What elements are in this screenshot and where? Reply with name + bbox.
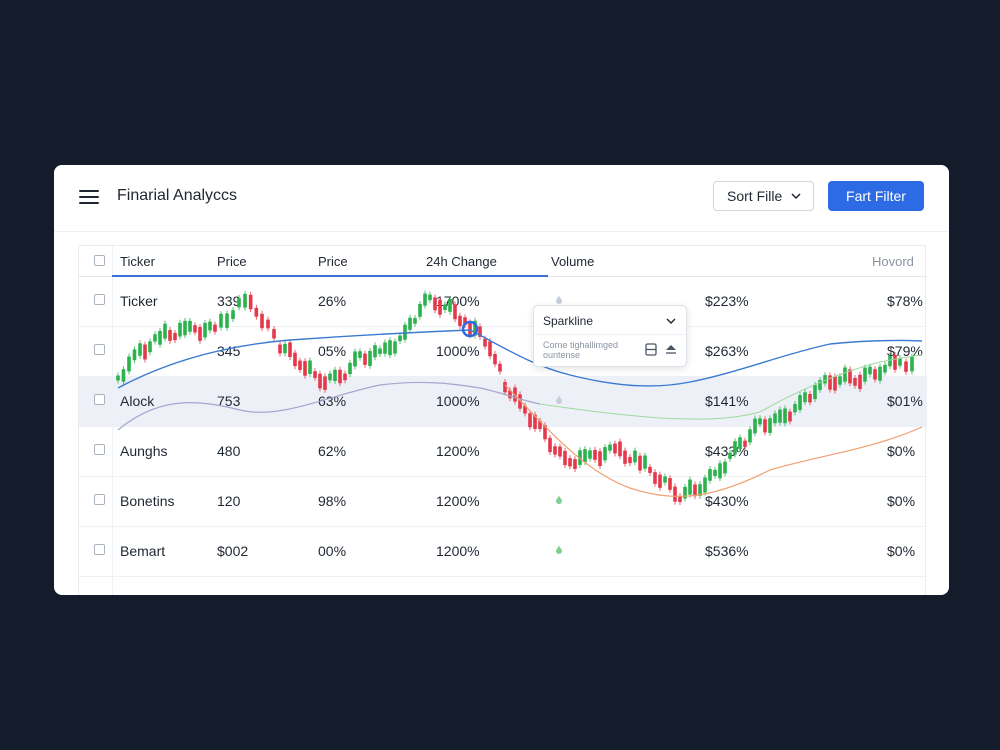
table-header-row: Ticker Price Price 24h Change Volume Hov… — [79, 246, 927, 277]
table-row[interactable]: Bemart $002 00% 1200% $536% $0% — [79, 526, 927, 577]
app-title: Finarial Analyccs — [117, 187, 238, 204]
column-header-24h-change[interactable]: 24h Change — [426, 254, 497, 269]
cell-price: 345 — [217, 343, 241, 359]
cell-price-pct: 00% — [318, 543, 347, 559]
cell-price: 339 — [217, 293, 241, 309]
droplet-icon — [556, 545, 562, 554]
row-checkbox[interactable] — [94, 544, 105, 555]
chevron-down-icon — [791, 193, 801, 200]
cell-ticker: Aunghs — [120, 443, 168, 459]
table-row-highlighted[interactable]: Alock 753 63% 1000% $141% $01% — [79, 376, 927, 427]
table-row[interactable]: 345 05% 1000% $263% $79% — [79, 326, 927, 377]
cell-ticker: Alock — [120, 393, 155, 409]
cell-volume: $223% — [705, 293, 749, 309]
droplet-icon — [556, 295, 562, 304]
cell-ticker: Ticker — [120, 293, 158, 309]
cell-price: 480 — [217, 443, 241, 459]
cell-price-pct: 63% — [318, 393, 347, 409]
cell-24h-change: 1200% — [436, 443, 480, 459]
cell-price: 753 — [217, 393, 241, 409]
tooltip-divider — [534, 334, 686, 335]
column-header-price-pct[interactable]: Price — [318, 254, 348, 269]
column-header-ticker[interactable]: Ticker — [120, 254, 155, 269]
sort-dropdown-button[interactable]: Sort Fille — [713, 181, 814, 211]
cell-hovord: $78% — [887, 293, 923, 309]
droplet-icon — [556, 495, 562, 504]
filter-button[interactable]: Fart Filter — [828, 181, 924, 211]
cell-24h-change: 1700% — [436, 293, 480, 309]
menu-icon[interactable] — [79, 189, 99, 205]
select-all-checkbox[interactable] — [94, 255, 105, 266]
column-header-volume[interactable]: Volume — [551, 254, 595, 269]
cell-price-pct: 05% — [318, 343, 347, 359]
row-checkbox[interactable] — [94, 444, 105, 455]
app-header: Finarial Analyccs Sort Fille Fart Filter — [54, 165, 949, 232]
chevron-down-icon[interactable] — [666, 316, 676, 326]
table-row[interactable]: Bonetins 120 98% 1200% $430% $0% — [79, 476, 927, 527]
cell-volume: $141% — [705, 393, 749, 409]
table-row[interactable]: Aunghs 480 62% 1200% $433% $0% — [79, 426, 927, 477]
cell-price-pct: 26% — [318, 293, 347, 309]
cell-hovord: $0% — [887, 443, 916, 459]
cell-hovord: $0% — [887, 493, 916, 509]
triangle-up-icon[interactable] — [665, 343, 677, 355]
row-checkbox[interactable] — [94, 394, 105, 405]
layout-icon[interactable] — [645, 343, 657, 356]
cell-ticker: Bemart — [120, 543, 166, 559]
row-checkbox[interactable] — [94, 494, 105, 505]
tooltip-description: Corne tighallimged ountense — [543, 340, 619, 360]
cell-24h-change: 1000% — [436, 343, 480, 359]
cell-hovord: $0% — [887, 543, 916, 559]
analytics-card: Finarial Analyccs Sort Fille Fart Filter… — [54, 165, 949, 595]
tooltip-title: Sparkline — [543, 314, 594, 328]
cell-24h-change: 1200% — [436, 493, 480, 509]
sparkline-tooltip[interactable]: Sparkline Corne tighallimged ountense — [533, 305, 687, 367]
cell-price-pct: 62% — [318, 443, 347, 459]
cell-24h-change: 1000% — [436, 393, 480, 409]
column-header-hovord[interactable]: Hovord — [872, 254, 914, 269]
cell-volume: $433% — [705, 443, 749, 459]
row-checkbox[interactable] — [94, 344, 105, 355]
cell-hovord: $79% — [887, 343, 923, 359]
cell-volume: $263% — [705, 343, 749, 359]
active-column-indicator — [112, 275, 548, 277]
cell-price: 120 — [217, 493, 241, 509]
cell-volume: $536% — [705, 543, 749, 559]
cell-price-pct: 98% — [318, 493, 347, 509]
cell-24h-change: 1200% — [436, 543, 480, 559]
cell-hovord: $01% — [887, 393, 923, 409]
row-checkbox[interactable] — [94, 294, 105, 305]
cell-ticker: Bonetins — [120, 493, 175, 509]
cell-volume: $430% — [705, 493, 749, 509]
column-header-price[interactable]: Price — [217, 254, 247, 269]
droplet-icon — [556, 395, 562, 404]
sort-label: Sort Fille — [727, 188, 783, 204]
data-table: Ticker Price Price 24h Change Volume Hov… — [78, 245, 927, 595]
cell-price: $002 — [217, 543, 249, 559]
table-row[interactable]: Ticker 339 26% 1700% $223% $78% — [79, 276, 927, 327]
